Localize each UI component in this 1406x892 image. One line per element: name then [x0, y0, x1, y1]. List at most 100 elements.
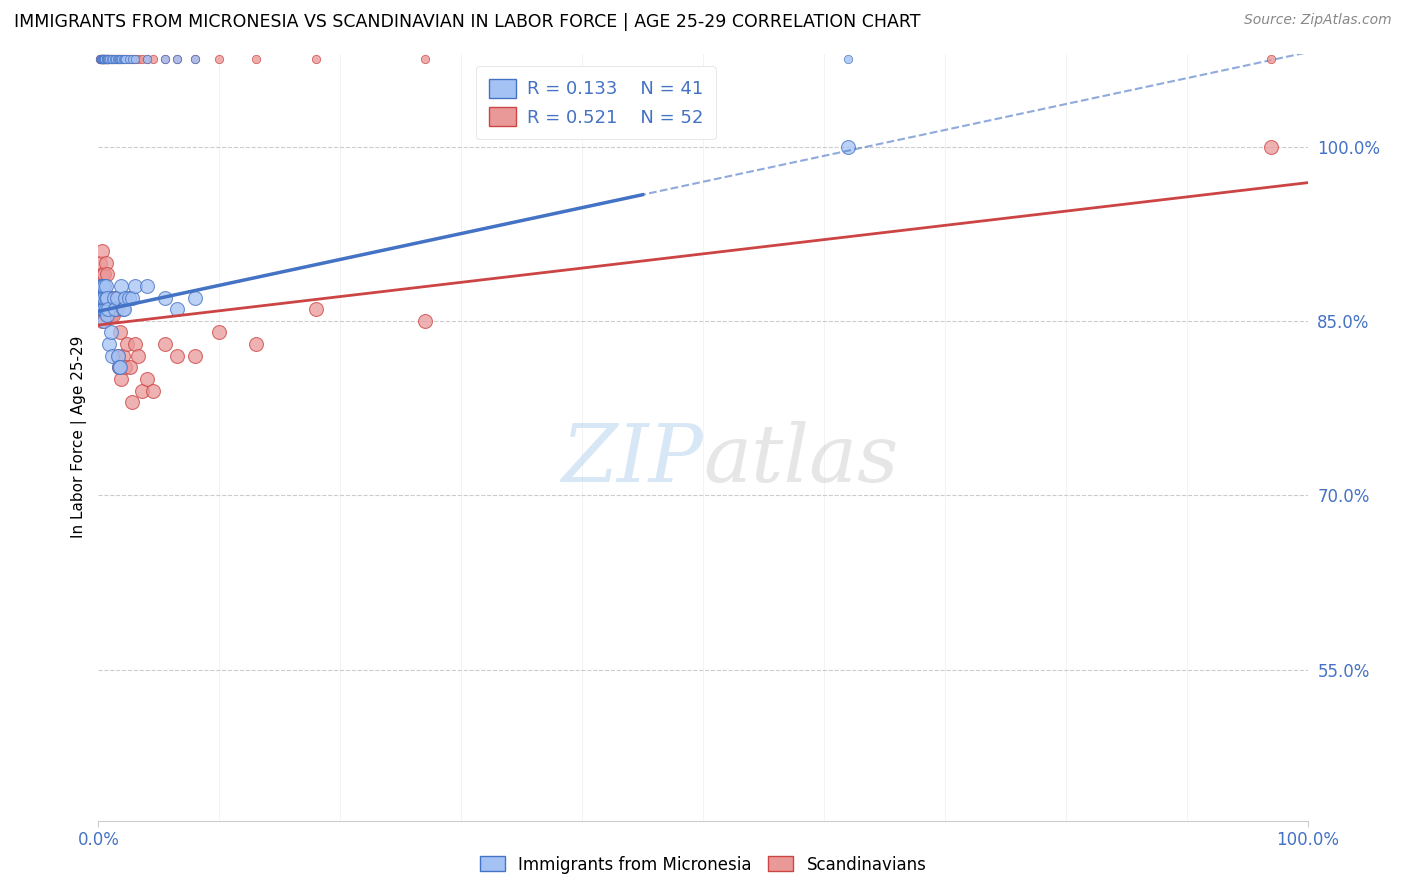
- Point: [305, 302, 328, 317]
- Point: [94, 256, 117, 270]
- Point: [91, 291, 114, 305]
- Point: [118, 360, 141, 375]
- Point: [91, 302, 114, 317]
- Point: [166, 349, 188, 363]
- Point: [184, 291, 207, 305]
- Point: [124, 337, 146, 351]
- Point: [118, 291, 141, 305]
- Point: [245, 337, 267, 351]
- Point: [135, 279, 157, 293]
- Point: [100, 308, 122, 322]
- Point: [100, 349, 122, 363]
- Point: [100, 302, 122, 317]
- Point: [93, 268, 115, 282]
- Point: [153, 291, 176, 305]
- Point: [108, 360, 131, 375]
- Point: [91, 268, 114, 282]
- Point: [91, 291, 114, 305]
- Point: [98, 337, 121, 351]
- Point: [208, 326, 231, 340]
- Point: [127, 349, 149, 363]
- Point: [97, 291, 120, 305]
- Point: [89, 291, 111, 305]
- Point: [96, 308, 118, 322]
- Point: [91, 302, 114, 317]
- Point: [91, 279, 114, 293]
- Point: [108, 360, 131, 375]
- Point: [96, 291, 118, 305]
- Point: [837, 139, 859, 153]
- Point: [103, 291, 125, 305]
- Text: ZIP: ZIP: [561, 421, 703, 499]
- Point: [103, 302, 125, 317]
- Point: [105, 302, 128, 317]
- Point: [131, 384, 153, 398]
- Point: [112, 302, 135, 317]
- Point: [111, 302, 134, 317]
- Point: [413, 314, 436, 328]
- Point: [110, 372, 132, 386]
- Text: atlas: atlas: [703, 421, 898, 499]
- Point: [135, 372, 157, 386]
- Point: [98, 291, 121, 305]
- Point: [107, 349, 129, 363]
- Point: [90, 279, 112, 293]
- Point: [111, 349, 134, 363]
- Point: [89, 291, 111, 305]
- Y-axis label: In Labor Force | Age 25-29: In Labor Force | Age 25-29: [72, 336, 87, 538]
- Point: [142, 384, 165, 398]
- Point: [97, 302, 120, 317]
- Point: [105, 291, 128, 305]
- Point: [93, 279, 115, 293]
- Point: [91, 291, 114, 305]
- Point: [114, 360, 136, 375]
- Point: [114, 291, 136, 305]
- Text: IMMIGRANTS FROM MICRONESIA VS SCANDINAVIAN IN LABOR FORCE | AGE 25-29 CORRELATIO: IMMIGRANTS FROM MICRONESIA VS SCANDINAVI…: [14, 13, 921, 31]
- Point: [90, 279, 112, 293]
- Point: [107, 349, 129, 363]
- Point: [98, 308, 121, 322]
- Point: [117, 337, 139, 351]
- Text: Source: ZipAtlas.com: Source: ZipAtlas.com: [1244, 13, 1392, 28]
- Point: [93, 291, 115, 305]
- Point: [91, 244, 114, 259]
- Point: [91, 302, 114, 317]
- Point: [93, 302, 115, 317]
- Point: [100, 326, 122, 340]
- Point: [110, 279, 132, 293]
- Point: [91, 314, 114, 328]
- Point: [101, 308, 124, 322]
- Point: [121, 291, 143, 305]
- Point: [184, 349, 207, 363]
- Point: [124, 279, 146, 293]
- Point: [108, 326, 131, 340]
- Point: [94, 291, 117, 305]
- Point: [91, 291, 114, 305]
- Point: [104, 291, 127, 305]
- Legend: R = 0.133    N = 41, R = 0.521    N = 52: R = 0.133 N = 41, R = 0.521 N = 52: [477, 66, 716, 139]
- Point: [96, 291, 118, 305]
- Point: [91, 291, 114, 305]
- Point: [108, 360, 131, 375]
- Point: [121, 395, 143, 409]
- Point: [94, 308, 117, 322]
- Point: [91, 279, 114, 293]
- Point: [153, 337, 176, 351]
- Point: [1260, 139, 1282, 153]
- Point: [93, 302, 115, 317]
- Point: [94, 279, 117, 293]
- Point: [100, 291, 122, 305]
- Point: [93, 291, 115, 305]
- Point: [89, 256, 111, 270]
- Point: [166, 302, 188, 317]
- Point: [96, 302, 118, 317]
- Point: [96, 268, 118, 282]
- Point: [90, 291, 112, 305]
- Point: [93, 314, 115, 328]
- Legend: Immigrants from Micronesia, Scandinavians: Immigrants from Micronesia, Scandinavian…: [471, 847, 935, 882]
- Point: [94, 302, 117, 317]
- Point: [90, 302, 112, 317]
- Point: [97, 302, 120, 317]
- Point: [94, 291, 117, 305]
- Point: [104, 302, 127, 317]
